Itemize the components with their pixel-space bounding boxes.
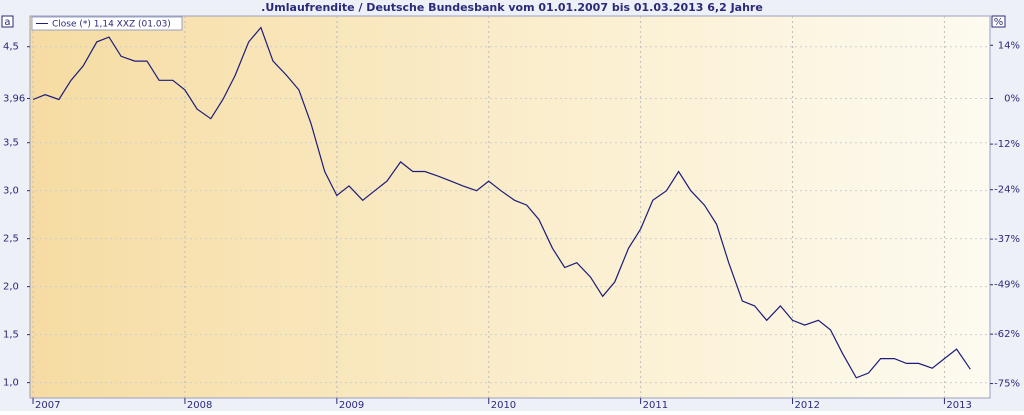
y-tick-label: 3,5 bbox=[3, 138, 19, 149]
y-tick-label: 2,0 bbox=[3, 282, 19, 293]
y-tick-label: 1,5 bbox=[3, 330, 19, 341]
x-tick-label: 2010 bbox=[491, 400, 516, 411]
plot-area bbox=[29, 15, 991, 399]
y2-tick-label: 0% bbox=[1004, 93, 1020, 104]
y2-tick-label: -24% bbox=[994, 185, 1020, 196]
chart-title: .Umlaufrendite / Deutsche Bundesbank vom… bbox=[261, 1, 763, 14]
axis-badge bbox=[1, 15, 14, 28]
legend-label: Close (*) 1,14 XXZ (01.03) bbox=[52, 20, 171, 30]
y-axis-label: a bbox=[4, 17, 10, 28]
y2-tick-label: -75% bbox=[994, 379, 1020, 390]
x-tick-label: 2008 bbox=[187, 400, 212, 411]
x-tick-label: 2007 bbox=[35, 400, 60, 411]
y2-tick-label: -37% bbox=[994, 234, 1020, 245]
y2-tick-label: -62% bbox=[994, 329, 1020, 340]
y2-tick-label: -12% bbox=[994, 139, 1020, 150]
x-tick-label: 2009 bbox=[339, 400, 364, 411]
x-tick-label: 2012 bbox=[795, 400, 820, 411]
y2-tick-label: 14% bbox=[998, 40, 1020, 51]
x-tick-label: 2011 bbox=[643, 400, 668, 411]
x-tick-label: 2013 bbox=[946, 400, 971, 411]
y-tick-label: 3,0 bbox=[3, 186, 19, 197]
y-tick-label: 3,96 bbox=[3, 94, 25, 105]
y-tick-label: 4,5 bbox=[3, 42, 19, 53]
y-tick-label: 1,0 bbox=[3, 378, 19, 389]
legend bbox=[31, 16, 183, 31]
line-series bbox=[32, 26, 971, 379]
y-tick-label: 2,5 bbox=[3, 234, 19, 245]
y2-axis-label: % bbox=[994, 17, 1004, 28]
axis-badge bbox=[991, 15, 1006, 28]
y2-tick-label: -49% bbox=[994, 280, 1020, 291]
